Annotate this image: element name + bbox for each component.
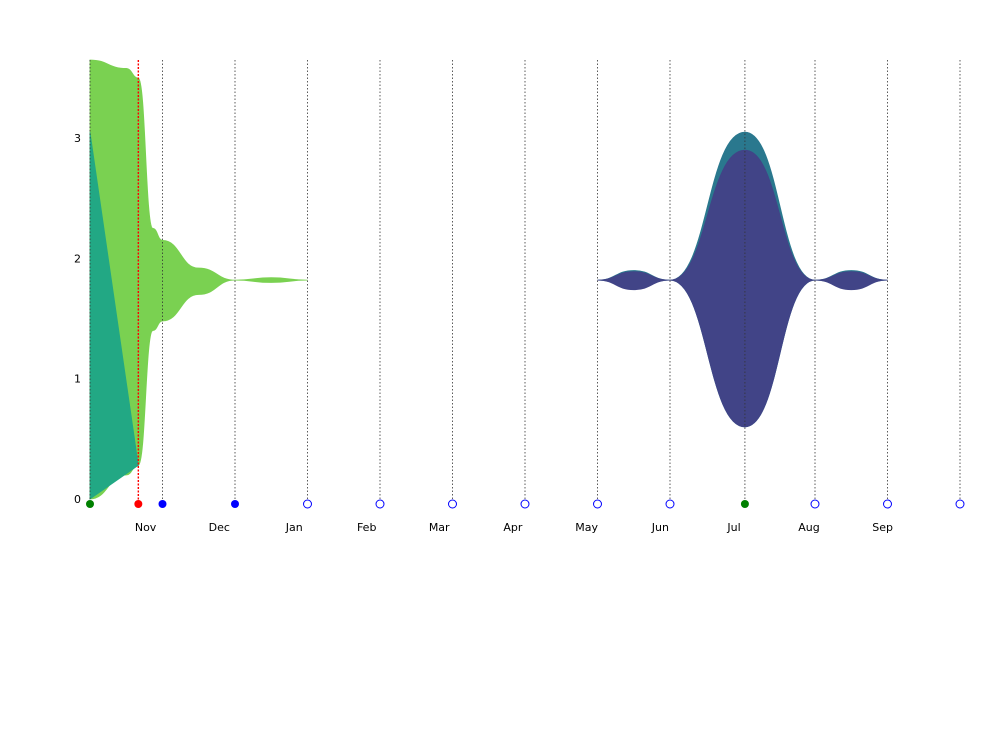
x-tick-label: Jun: [651, 521, 669, 534]
date-marker-1: [134, 500, 143, 508]
date-marker-11: [810, 499, 820, 509]
date-marker-6: [448, 499, 457, 509]
date-marker-2: [158, 500, 167, 508]
x-tick-label: Nov: [135, 521, 157, 534]
x-tick-label: Apr: [503, 521, 523, 534]
date-marker-9: [665, 499, 675, 509]
y-tick-label: 3: [74, 132, 81, 145]
x-tick-label: Jul: [726, 521, 740, 534]
date-marker-10: [740, 500, 749, 508]
date-marker-12: [883, 499, 892, 509]
x-tick-label: Jan: [285, 521, 303, 534]
date-marker-8: [593, 499, 602, 509]
y-tick-label: 2: [74, 252, 81, 265]
date-marker-3: [231, 500, 239, 508]
x-tick-label: Dec: [209, 521, 230, 534]
y-axis: 0 1 2 3: [74, 132, 81, 506]
area-series-3: [597, 149, 888, 428]
date-marker-4: [303, 499, 312, 509]
date-marker-7: [520, 499, 530, 509]
x-tick-label: Aug: [798, 521, 819, 534]
y-tick-label: 1: [74, 373, 81, 386]
x-tick-label: Mar: [429, 521, 450, 534]
date-marker-5: [375, 499, 385, 509]
x-tick-label: May: [575, 521, 598, 534]
x-tick-label: Feb: [357, 521, 376, 534]
x-axis: Nov Dec Jan Feb Mar Apr May Jun Jul Aug Sep: [135, 521, 893, 534]
area-series-0: [89, 59, 308, 500]
marker-layer: [86, 499, 965, 509]
date-marker-0: [86, 500, 94, 508]
area-layer: [89, 59, 888, 500]
date-marker-13: [955, 499, 965, 509]
x-tick-label: Sep: [872, 521, 893, 534]
y-tick-label: 0: [74, 493, 81, 506]
